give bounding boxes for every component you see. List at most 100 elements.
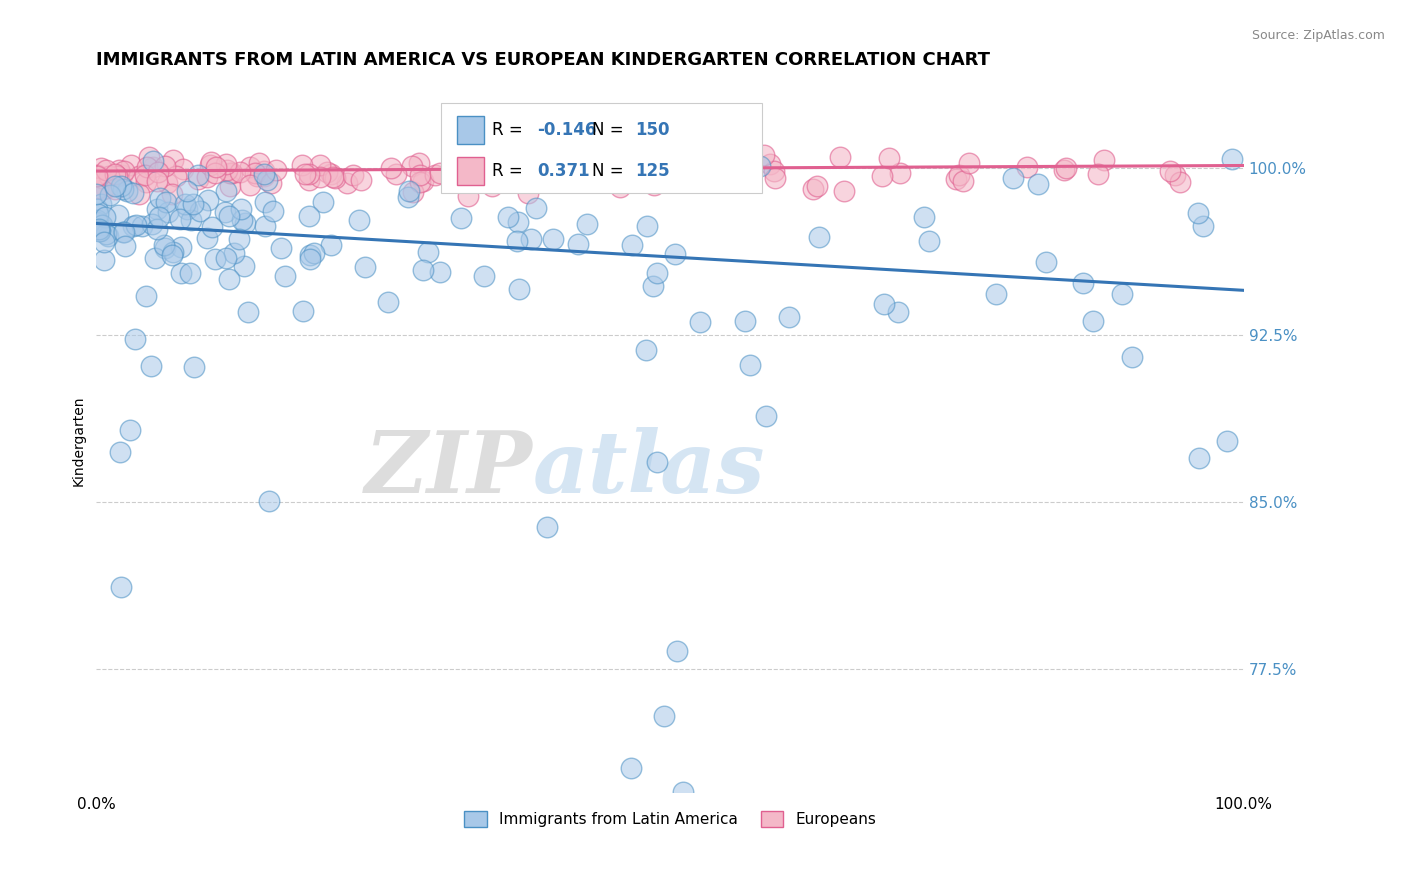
Point — [170, 266, 193, 280]
Point — [484, 161, 506, 175]
Point — [204, 252, 226, 267]
FancyBboxPatch shape — [440, 103, 762, 193]
Point — [260, 176, 283, 190]
Point — [98, 188, 121, 202]
Point — [302, 246, 325, 260]
Point — [112, 225, 135, 239]
Point — [401, 159, 423, 173]
Point — [162, 245, 184, 260]
Y-axis label: Kindergarten: Kindergarten — [72, 395, 86, 486]
Point — [145, 174, 167, 188]
Point — [309, 158, 332, 172]
Point — [153, 241, 176, 255]
Point — [218, 272, 240, 286]
Point — [478, 163, 501, 178]
Point — [508, 282, 530, 296]
Point — [90, 161, 112, 176]
Point — [567, 150, 589, 164]
Text: 150: 150 — [636, 120, 671, 139]
Point — [153, 238, 176, 252]
Point — [685, 159, 707, 173]
Point — [564, 165, 586, 179]
Point — [214, 204, 236, 219]
Point — [86, 202, 108, 216]
Point — [1053, 163, 1076, 178]
Point — [412, 174, 434, 188]
Point — [986, 287, 1008, 301]
Point — [155, 195, 177, 210]
Point — [672, 785, 695, 799]
Point — [128, 186, 150, 201]
Point — [917, 234, 939, 248]
Point — [165, 169, 187, 183]
Point — [104, 179, 127, 194]
Text: 125: 125 — [636, 162, 671, 180]
Point — [247, 156, 270, 170]
Point — [763, 170, 786, 185]
Point — [243, 166, 266, 180]
Point — [1073, 277, 1095, 291]
Point — [645, 455, 668, 469]
Point — [634, 343, 657, 358]
Point — [204, 160, 226, 174]
Point — [450, 211, 472, 225]
Point — [110, 179, 132, 194]
Point — [187, 169, 209, 183]
Point — [619, 169, 641, 184]
Point — [323, 171, 346, 186]
Point — [1001, 170, 1024, 185]
Point — [93, 235, 115, 249]
Point — [90, 196, 112, 211]
Point — [146, 222, 169, 236]
Point — [139, 359, 162, 373]
Point — [322, 169, 344, 184]
Point — [128, 169, 150, 184]
Point — [620, 237, 643, 252]
Point — [538, 138, 561, 153]
Point — [160, 248, 183, 262]
Point — [239, 178, 262, 192]
Text: 0.371: 0.371 — [537, 162, 589, 180]
Point — [170, 240, 193, 254]
Point — [484, 162, 506, 177]
Point — [291, 158, 314, 172]
Point — [146, 202, 169, 216]
Point — [429, 166, 451, 180]
Point — [620, 761, 643, 775]
Point — [233, 216, 256, 230]
Point — [228, 232, 250, 246]
Point — [94, 210, 117, 224]
Point — [219, 179, 242, 194]
Point — [457, 189, 479, 203]
Point — [298, 167, 321, 181]
Point — [121, 219, 143, 233]
Point — [1188, 450, 1211, 465]
Point — [89, 224, 111, 238]
Point — [294, 167, 316, 181]
Point — [665, 163, 688, 178]
Point — [408, 156, 430, 170]
Point — [246, 169, 269, 184]
Point — [536, 520, 558, 534]
Point — [156, 205, 179, 219]
Point — [254, 219, 277, 233]
Point — [136, 160, 159, 174]
Point — [114, 239, 136, 253]
Point — [384, 167, 406, 181]
Point — [607, 169, 630, 184]
Point — [1220, 152, 1243, 166]
Point — [676, 138, 699, 153]
Point — [534, 174, 557, 188]
FancyBboxPatch shape — [457, 116, 484, 144]
Point — [89, 221, 111, 235]
Point — [808, 230, 831, 244]
Point — [491, 163, 513, 178]
Point — [181, 197, 204, 211]
Point — [321, 167, 343, 181]
Point — [141, 160, 163, 174]
Point — [643, 178, 665, 192]
Text: -0.146: -0.146 — [537, 120, 596, 139]
Point — [229, 202, 252, 217]
Point — [1083, 314, 1105, 328]
Point — [398, 184, 420, 198]
